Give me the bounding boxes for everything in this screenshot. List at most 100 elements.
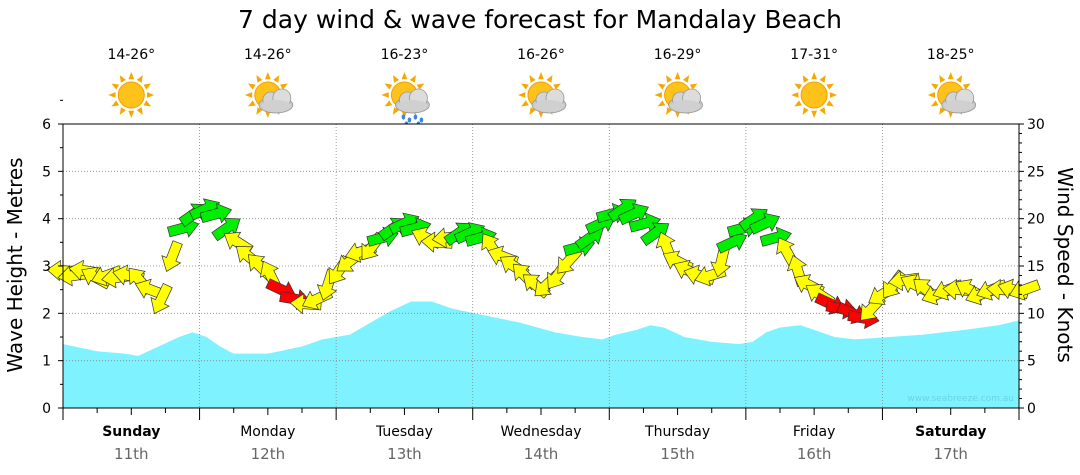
sun-ray (119, 75, 126, 83)
sun-ray (280, 83, 288, 90)
cloud-fill (397, 100, 428, 112)
sun-ray (689, 83, 698, 90)
wind-arrow-shape (748, 212, 781, 235)
wind-arrow (211, 217, 241, 242)
sun-ray (529, 75, 536, 83)
sun-ray (247, 100, 256, 107)
day-label: Saturday (915, 424, 986, 440)
y-tick-label: 0 (42, 401, 51, 417)
partly-cloudy-icon (654, 72, 703, 118)
partly-cloudy-icon (927, 72, 977, 118)
wind-arrow-shape (211, 217, 241, 242)
sun-ray (111, 100, 120, 107)
y-tick-label: 4 (42, 212, 51, 228)
sun-ray (826, 83, 835, 90)
y2-tick-label: 5 (1027, 354, 1036, 370)
temperature-range: 16-29° (654, 47, 702, 63)
sun-ray (657, 83, 666, 90)
sun-ray (802, 75, 809, 83)
wind-arrow-series (46, 198, 1041, 330)
rain-cloud-icon (381, 72, 430, 127)
temperature-range: 14-26° (244, 47, 292, 63)
sun-ray (930, 83, 939, 90)
y2-tick-label: 30 (1027, 117, 1045, 133)
sun-ray (381, 92, 389, 98)
sun-disc (117, 81, 145, 109)
axes: 0 1 2 3 4 5 6 0 5 10 15 20 25 30 Sunday 11th Monday 12th T… (42, 99, 1045, 463)
sun-ray (146, 92, 155, 98)
sun-ray (409, 75, 416, 83)
sun-ray (384, 83, 393, 90)
raindrop-icon (407, 117, 412, 123)
wind-arrow-shape (150, 282, 173, 315)
cloud-icon (941, 88, 977, 114)
wind-arrow (738, 208, 768, 232)
temperature-range: 14-26° (107, 47, 155, 63)
cloud-fill (534, 100, 564, 112)
grid-lines (63, 124, 1019, 408)
chart-title: 7 day wind & wave forecast for Mandalay … (238, 5, 842, 34)
sun-ray (657, 100, 666, 107)
wind-arrow (607, 198, 637, 223)
wind-arrow-shape (607, 198, 637, 223)
temperature-range: 16-26° (517, 47, 565, 63)
sun-ray (136, 107, 143, 115)
sun-ray (518, 92, 526, 98)
sun-ray (927, 92, 936, 98)
cloud-icon (531, 88, 567, 114)
temperature-range: 17-31° (790, 47, 838, 63)
sun-ray (392, 75, 400, 83)
sun-ray (546, 75, 553, 83)
wind-arrow (640, 222, 670, 247)
cloud-icon (395, 88, 430, 127)
cloud-fill (670, 100, 701, 112)
y2-tick-label: 0 (1027, 401, 1036, 417)
sun-ray (674, 72, 681, 80)
date-label: 11th (114, 445, 148, 463)
sun-ray (256, 107, 263, 115)
raindrop-icon (419, 117, 424, 123)
sun-ray (119, 107, 126, 115)
day-weather-header: 14-26° 14-26° 16-23° 16-26° 16-29° 17-31° 18-2… (107, 47, 977, 127)
sun-ray (128, 110, 135, 118)
sun-ray (256, 75, 263, 83)
y-tick-label: 3 (42, 259, 51, 275)
sun-ray (247, 83, 256, 90)
day-label: Sunday (102, 424, 160, 440)
watermark: www.seabreeze.com.au (907, 394, 1014, 404)
cloud-icon (668, 88, 703, 114)
y-tick-label: 5 (42, 164, 51, 180)
date-label: 16th (797, 445, 831, 463)
sun-ray (111, 83, 120, 90)
sun-ray (666, 75, 673, 83)
y2-tick-label: 15 (1027, 259, 1045, 275)
sun-disc (800, 81, 828, 109)
wind-arrow (161, 240, 183, 272)
sun-ray (956, 75, 963, 83)
temperature-range: 18-25° (927, 47, 975, 63)
day-label: Thursday (644, 424, 710, 440)
partly-cloudy-icon (244, 72, 294, 118)
sun-ray (930, 100, 939, 107)
sun-ray (666, 107, 673, 115)
y-tick-label: 2 (42, 306, 51, 322)
sun-ray (791, 92, 799, 98)
sun-ray (128, 72, 135, 80)
sun-ray (416, 83, 425, 90)
sun-ray (392, 107, 400, 115)
sun-ray (521, 100, 529, 107)
cloud-fill (260, 100, 291, 112)
sun-ray (143, 100, 152, 107)
sun-ray (143, 83, 152, 90)
sun-ray (521, 83, 529, 90)
day-label: Tuesday (375, 424, 433, 440)
day-label: Wednesday (500, 424, 581, 440)
sun-ray (529, 107, 536, 115)
sun-ray (962, 83, 971, 90)
date-label: 15th (660, 445, 694, 463)
wind-arrow (748, 212, 781, 235)
sun-ray (939, 107, 946, 115)
date-label: 12th (251, 445, 285, 463)
sun-ray (244, 92, 253, 98)
date-label: 17th (933, 445, 967, 463)
